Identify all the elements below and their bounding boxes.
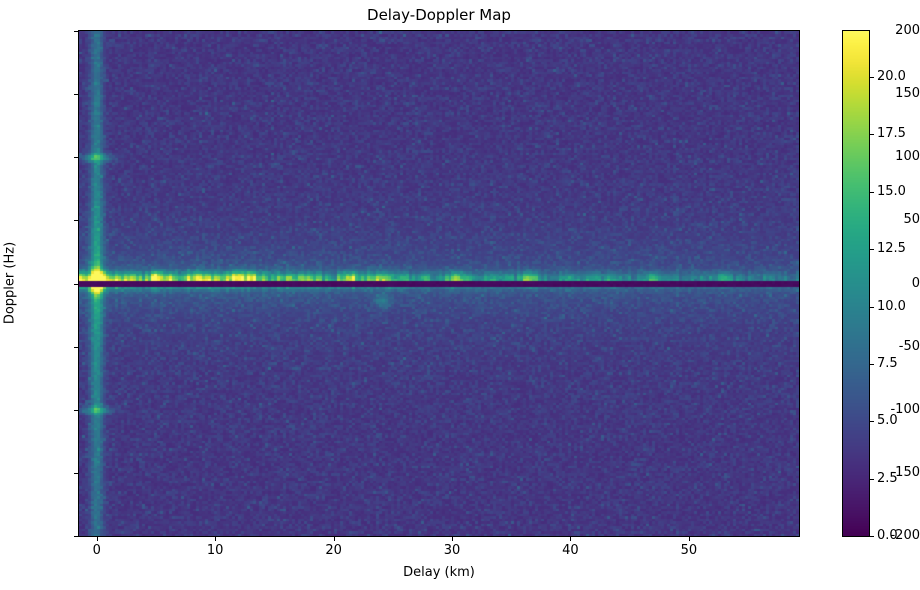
colorbar-tick-mark bbox=[870, 421, 874, 423]
colorbar-tick-mark bbox=[870, 478, 874, 480]
y-tick-mark bbox=[74, 157, 78, 159]
x-tick-label: 30 bbox=[443, 543, 461, 558]
colorbar-tick-mark bbox=[870, 363, 874, 365]
x-axis-label: Delay (km) bbox=[403, 565, 475, 580]
y-tick-label: -150 bbox=[890, 464, 920, 480]
colorbar[interactable] bbox=[842, 30, 870, 537]
y-tick-label: 150 bbox=[895, 86, 920, 102]
x-tick-mark bbox=[96, 537, 98, 541]
y-tick-label: 200 bbox=[895, 23, 920, 38]
colorbar-tick-label: 20.0 bbox=[877, 68, 906, 84]
y-tick-mark bbox=[74, 283, 78, 285]
colorbar-tick-mark bbox=[870, 249, 874, 251]
page-title: Delay-Doppler Map bbox=[367, 6, 511, 24]
x-tick-mark bbox=[452, 537, 453, 541]
y-tick-mark bbox=[74, 472, 78, 474]
colorbar-tick-mark bbox=[870, 306, 874, 308]
y-tick-mark bbox=[74, 536, 78, 537]
y-tick-label: 100 bbox=[895, 149, 920, 165]
y-tick-label: -50 bbox=[898, 338, 920, 354]
y-tick-mark bbox=[74, 31, 78, 32]
colorbar-tick-mark bbox=[870, 536, 874, 537]
x-tick-label: 20 bbox=[325, 543, 342, 558]
colorbar-tick-label: 17.5 bbox=[877, 126, 906, 142]
x-tick-label: 10 bbox=[206, 543, 224, 558]
y-tick-mark bbox=[74, 409, 78, 411]
colorbar-gradient bbox=[843, 31, 869, 536]
colorbar-tick-mark bbox=[870, 191, 874, 193]
colorbar-tick-label: 2.5 bbox=[877, 470, 898, 486]
delay-doppler-heatmap bbox=[79, 31, 799, 536]
colorbar-tick-mark bbox=[870, 76, 874, 78]
colorbar-tick-label: 12.5 bbox=[877, 241, 906, 257]
x-tick-label: 0 bbox=[92, 543, 101, 558]
x-tick-label: 40 bbox=[562, 543, 579, 558]
x-tick-mark bbox=[570, 537, 572, 541]
y-tick-label: 50 bbox=[903, 212, 920, 228]
y-tick-label: 0 bbox=[911, 275, 920, 291]
y-tick-mark bbox=[74, 346, 78, 348]
plot-area[interactable] bbox=[78, 30, 800, 537]
x-tick-label: 50 bbox=[680, 543, 698, 558]
y-tick-label: -100 bbox=[890, 401, 920, 417]
x-tick-mark bbox=[688, 537, 690, 541]
y-tick-mark bbox=[74, 94, 78, 96]
colorbar-tick-label: 5.0 bbox=[877, 413, 898, 429]
y-axis-label: Doppler (Hz) bbox=[2, 241, 18, 325]
y-tick-label: -200 bbox=[890, 528, 920, 543]
colorbar-tick-label: 0.0 bbox=[877, 528, 898, 543]
x-tick-mark bbox=[215, 537, 217, 541]
x-tick-mark bbox=[333, 537, 335, 541]
y-tick-mark bbox=[74, 220, 78, 222]
colorbar-tick-label: 7.5 bbox=[877, 355, 898, 371]
colorbar-tick-label: 15.0 bbox=[877, 183, 906, 199]
colorbar-tick-label: 10.0 bbox=[877, 298, 906, 314]
colorbar-tick-mark bbox=[870, 134, 874, 136]
